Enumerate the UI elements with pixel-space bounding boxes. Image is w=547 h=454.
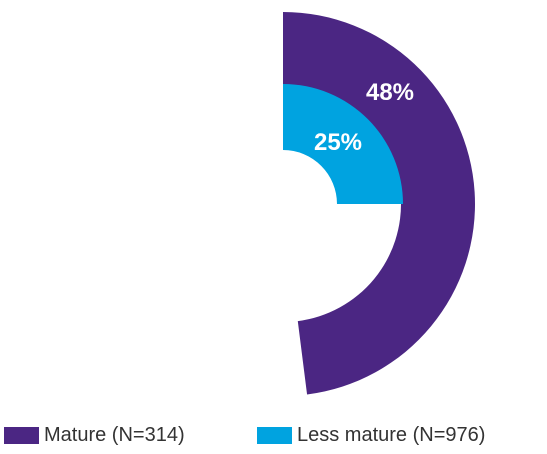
legend-label-less-mature: Less mature (N=976)	[297, 424, 486, 446]
data-label-less-mature: 25%	[314, 129, 362, 156]
legend-swatch-mature	[4, 427, 39, 444]
arc-mature	[283, 12, 476, 395]
arc-less-mature	[283, 84, 403, 204]
legend: Mature (N=314) Less mature (N=976)	[0, 424, 547, 454]
legend-swatch-less-mature	[257, 427, 292, 444]
legend-label-mature: Mature (N=314)	[44, 424, 185, 446]
data-label-mature: 48%	[366, 79, 414, 106]
legend-item-less-mature: Less mature (N=976)	[257, 424, 485, 447]
legend-item-mature: Mature (N=314)	[4, 424, 185, 447]
